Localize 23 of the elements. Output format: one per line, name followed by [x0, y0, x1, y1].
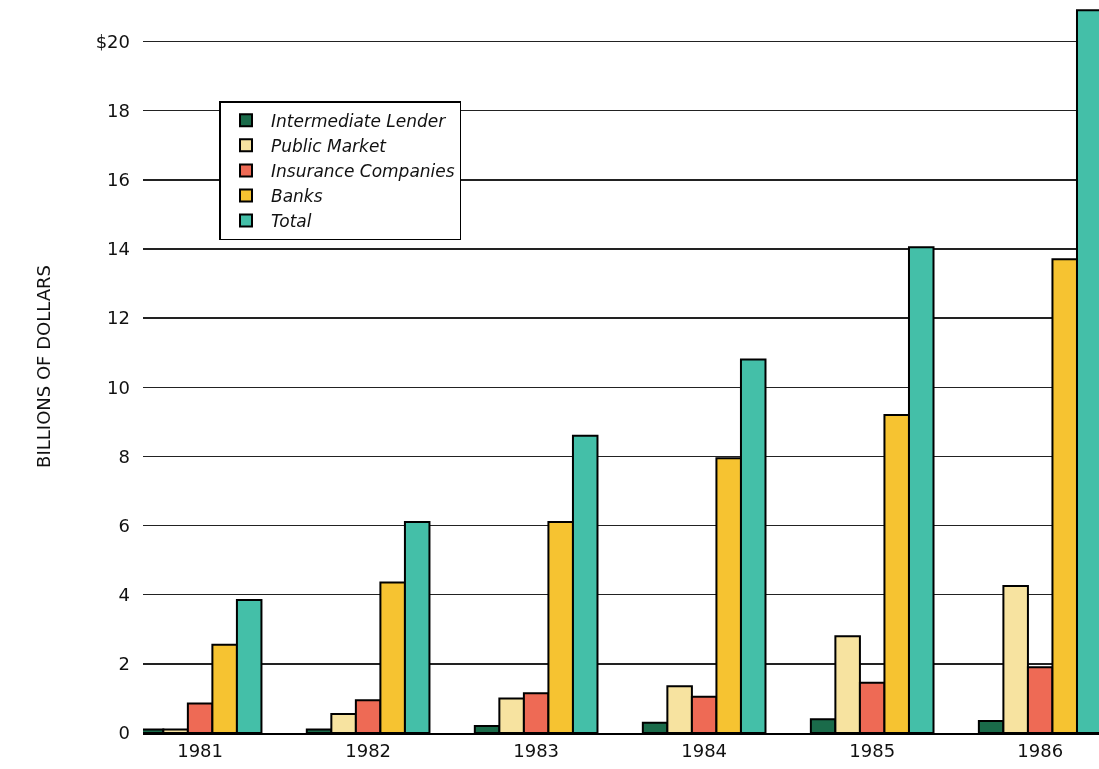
y-tick-label: 4 — [118, 584, 130, 605]
legend-label: Intermediate Lender — [270, 110, 447, 131]
y-tick-label: 0 — [118, 722, 130, 744]
y-tick-label: 12 — [107, 307, 130, 329]
legend-label: Insurance Companies — [270, 161, 455, 182]
x-tick-label: 1982 — [345, 739, 392, 761]
x-tick-label: 1981 — [177, 739, 224, 761]
legend-label: Banks — [270, 186, 323, 207]
y-axis-title: BILLIONS OF DOLLARS — [32, 265, 54, 468]
legend-label: Public Market — [270, 135, 388, 156]
x-tick-label: 1985 — [849, 739, 896, 761]
y-tick-label: 14 — [107, 238, 130, 260]
legend-label: Total — [270, 211, 312, 232]
y-tick-label: 8 — [118, 445, 130, 467]
y-tick-label: 6 — [118, 514, 130, 536]
y-tick-label: 10 — [107, 376, 130, 398]
x-tick-label: 1984 — [681, 739, 728, 761]
y-tick-label: 2 — [118, 653, 130, 675]
y-tick-label: 16 — [107, 169, 130, 191]
x-tick-label: 1983 — [513, 739, 560, 761]
y-tick-label: $20 — [95, 30, 130, 52]
x-tick-label: 1986 — [1017, 739, 1064, 761]
y-tick-label: 18 — [107, 99, 130, 121]
